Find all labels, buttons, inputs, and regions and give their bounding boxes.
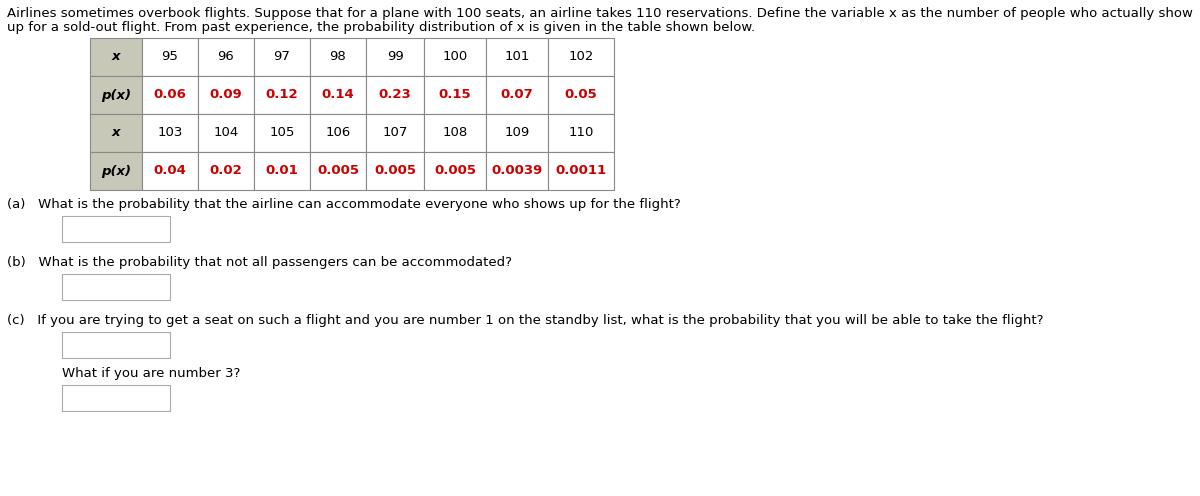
Text: 0.09: 0.09 [210, 88, 242, 102]
Text: 0.005: 0.005 [434, 165, 476, 178]
Text: 98: 98 [330, 51, 347, 63]
Text: 0.07: 0.07 [500, 88, 533, 102]
Text: x: x [112, 126, 120, 139]
Bar [254, 76, 310, 114]
Bar [310, 114, 366, 152]
Bar [424, 76, 486, 114]
Bar [310, 76, 366, 114]
Bar [486, 152, 548, 190]
Bar [90, 114, 142, 152]
Text: 0.005: 0.005 [317, 165, 359, 178]
Text: up for a sold-out flight. From past experience, the probability distribution of : up for a sold-out flight. From past expe… [7, 21, 755, 34]
Bar [254, 114, 310, 152]
Bar [486, 114, 548, 152]
Bar [486, 76, 548, 114]
Text: 0.12: 0.12 [265, 88, 299, 102]
Text: 109: 109 [504, 126, 529, 139]
Text: (c)   If you are trying to get a seat on such a flight and you are number 1 on t: (c) If you are trying to get a seat on s… [7, 314, 1044, 327]
Bar [198, 152, 254, 190]
Text: 103: 103 [157, 126, 182, 139]
Bar [486, 38, 548, 76]
Bar [254, 152, 310, 190]
Bar [548, 38, 614, 76]
Bar [90, 38, 142, 76]
Text: 0.23: 0.23 [379, 88, 412, 102]
Bar [62, 216, 170, 242]
Bar [198, 76, 254, 114]
Text: 101: 101 [504, 51, 529, 63]
Text: 107: 107 [383, 126, 408, 139]
Text: 0.05: 0.05 [565, 88, 598, 102]
Bar [424, 38, 486, 76]
Bar [310, 152, 366, 190]
Bar [142, 114, 198, 152]
Text: 104: 104 [214, 126, 239, 139]
Text: 108: 108 [443, 126, 468, 139]
Text: 0.02: 0.02 [210, 165, 242, 178]
Bar [142, 38, 198, 76]
Text: 99: 99 [386, 51, 403, 63]
Text: 105: 105 [269, 126, 295, 139]
Text: 0.15: 0.15 [439, 88, 472, 102]
Text: 0.005: 0.005 [374, 165, 416, 178]
Bar [90, 152, 142, 190]
Text: 0.0039: 0.0039 [491, 165, 542, 178]
Bar [62, 385, 170, 411]
Text: p(x): p(x) [101, 165, 131, 178]
Bar [90, 76, 142, 114]
Bar [254, 38, 310, 76]
Text: 0.04: 0.04 [154, 165, 186, 178]
Text: 0.14: 0.14 [322, 88, 354, 102]
Bar [310, 38, 366, 76]
Text: 95: 95 [162, 51, 179, 63]
Text: p(x): p(x) [101, 88, 131, 102]
Bar [424, 152, 486, 190]
Text: 102: 102 [569, 51, 594, 63]
Text: x: x [112, 51, 120, 63]
Text: 97: 97 [274, 51, 290, 63]
Bar [198, 114, 254, 152]
Bar [198, 38, 254, 76]
Bar [548, 76, 614, 114]
Text: 106: 106 [325, 126, 350, 139]
Text: 0.06: 0.06 [154, 88, 186, 102]
Bar [366, 76, 424, 114]
Bar [366, 38, 424, 76]
Text: Airlines sometimes overbook flights. Suppose that for a plane with 100 seats, an: Airlines sometimes overbook flights. Sup… [7, 7, 1193, 20]
Bar [62, 332, 170, 358]
Bar [366, 152, 424, 190]
Bar [142, 152, 198, 190]
Text: 0.01: 0.01 [265, 165, 299, 178]
Bar [548, 152, 614, 190]
Bar [548, 114, 614, 152]
Text: 0.0011: 0.0011 [556, 165, 606, 178]
Text: (b)   What is the probability that not all passengers can be accommodated?: (b) What is the probability that not all… [7, 256, 512, 269]
Text: 96: 96 [217, 51, 234, 63]
Bar [366, 114, 424, 152]
Text: What if you are number 3?: What if you are number 3? [62, 367, 240, 380]
Text: (a)   What is the probability that the airline can accommodate everyone who show: (a) What is the probability that the air… [7, 198, 680, 211]
Text: 100: 100 [443, 51, 468, 63]
Bar [62, 274, 170, 300]
Text: 110: 110 [569, 126, 594, 139]
Bar [424, 114, 486, 152]
Bar [142, 76, 198, 114]
